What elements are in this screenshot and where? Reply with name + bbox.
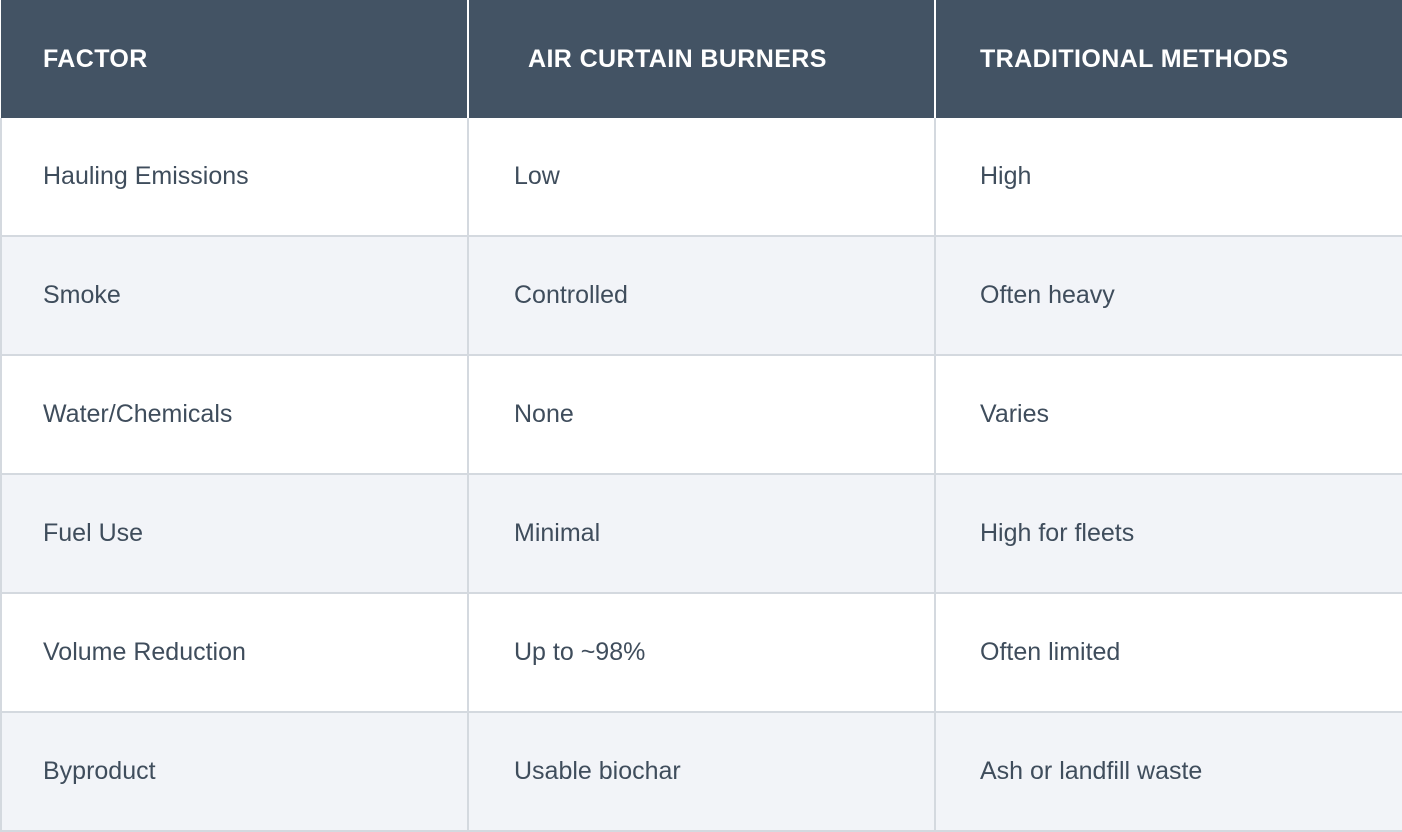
factor-cell: Water/Chemicals xyxy=(0,355,469,475)
air-curtain-cell: None xyxy=(468,355,936,475)
table-row: Hauling Emissions Low High xyxy=(0,118,1402,237)
table-row: Byproduct Usable biochar Ash or landfill… xyxy=(0,712,1402,832)
table-row: Water/Chemicals None Varies xyxy=(0,355,1402,475)
air-curtain-cell: Up to ~98% xyxy=(468,593,936,713)
header-air-curtain-burners: AIR CURTAIN BURNERS xyxy=(468,0,936,118)
traditional-cell: Often heavy xyxy=(935,236,1402,356)
header-factor: FACTOR xyxy=(1,0,469,118)
air-curtain-cell: Controlled xyxy=(468,236,936,356)
air-curtain-cell: Low xyxy=(468,118,936,237)
traditional-cell: Ash or landfill waste xyxy=(935,712,1402,832)
factor-cell: Smoke xyxy=(0,236,469,356)
factor-cell: Fuel Use xyxy=(0,474,469,594)
factor-cell: Volume Reduction xyxy=(0,593,469,713)
factor-cell: Hauling Emissions xyxy=(0,118,469,237)
traditional-cell: High for fleets xyxy=(935,474,1402,594)
air-curtain-cell: Minimal xyxy=(468,474,936,594)
table-row: Volume Reduction Up to ~98% Often limite… xyxy=(0,593,1402,713)
traditional-cell: High xyxy=(935,118,1402,237)
header-traditional-methods: TRADITIONAL METHODS xyxy=(935,0,1402,118)
air-curtain-cell: Usable biochar xyxy=(468,712,936,832)
table-row: Fuel Use Minimal High for fleets xyxy=(0,474,1402,594)
table-header-row: FACTOR AIR CURTAIN BURNERS TRADITIONAL M… xyxy=(1,0,1402,118)
factor-cell: Byproduct xyxy=(0,712,469,832)
traditional-cell: Often limited xyxy=(935,593,1402,713)
table-row: Smoke Controlled Often heavy xyxy=(0,236,1402,356)
traditional-cell: Varies xyxy=(935,355,1402,475)
